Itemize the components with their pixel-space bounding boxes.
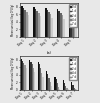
Bar — [74, 88, 75, 90]
Bar — [32, 64, 33, 90]
Bar — [58, 11, 60, 37]
Bar — [55, 77, 56, 90]
Bar — [63, 19, 65, 37]
Bar — [68, 9, 70, 37]
Bar — [35, 9, 36, 37]
Bar — [75, 21, 77, 37]
Bar — [47, 74, 48, 90]
Text: (a): (a) — [47, 51, 51, 55]
Bar — [57, 9, 58, 37]
Bar — [50, 14, 52, 37]
Bar — [76, 89, 77, 90]
Bar — [71, 82, 72, 90]
Bar — [64, 83, 65, 90]
Bar — [57, 83, 58, 90]
Bar — [72, 85, 74, 90]
Bar — [52, 18, 53, 37]
Bar — [70, 12, 72, 37]
Bar — [34, 72, 35, 90]
Bar — [24, 65, 26, 90]
Bar — [39, 64, 40, 90]
Legend: 0 d, 1 d, 2 d, 4 d, 7 d: 0 d, 1 d, 2 d, 4 d, 7 d — [69, 57, 77, 80]
Bar — [56, 79, 57, 90]
Y-axis label: Mean survival (log CFU/g): Mean survival (log CFU/g) — [11, 57, 15, 89]
Bar — [72, 14, 74, 37]
Bar — [51, 86, 52, 90]
Bar — [66, 88, 68, 90]
Bar — [63, 80, 64, 90]
Bar — [28, 15, 30, 37]
Bar — [46, 71, 47, 90]
Bar — [45, 8, 46, 37]
Bar — [29, 60, 30, 90]
Bar — [22, 61, 23, 90]
Bar — [36, 11, 38, 37]
Bar — [33, 68, 34, 90]
Bar — [68, 89, 69, 90]
Bar — [30, 62, 32, 90]
Legend: 0 d, 1 d, 2 d, 4 d, 7 d: 0 d, 1 d, 2 d, 4 d, 7 d — [69, 4, 77, 27]
Bar — [21, 59, 22, 90]
Bar — [59, 89, 60, 90]
Bar — [24, 10, 26, 37]
Bar — [33, 7, 35, 37]
Bar — [38, 62, 39, 90]
Bar — [74, 17, 75, 37]
Bar — [40, 16, 41, 37]
Bar — [50, 82, 51, 90]
Bar — [60, 13, 62, 37]
Bar — [42, 77, 44, 90]
Bar — [46, 10, 48, 37]
Bar — [75, 89, 76, 90]
Bar — [62, 15, 63, 37]
Bar — [23, 8, 24, 37]
Bar — [26, 68, 27, 90]
Bar — [48, 12, 50, 37]
Bar — [23, 63, 24, 90]
Bar — [65, 86, 66, 90]
Bar — [41, 73, 42, 90]
Bar — [48, 78, 50, 90]
Y-axis label: Mean survival (log CFU/g): Mean survival (log CFU/g) — [11, 4, 15, 36]
Bar — [38, 13, 40, 37]
Bar — [40, 68, 41, 90]
Bar — [58, 87, 59, 90]
Bar — [21, 6, 23, 37]
Bar — [26, 12, 28, 37]
